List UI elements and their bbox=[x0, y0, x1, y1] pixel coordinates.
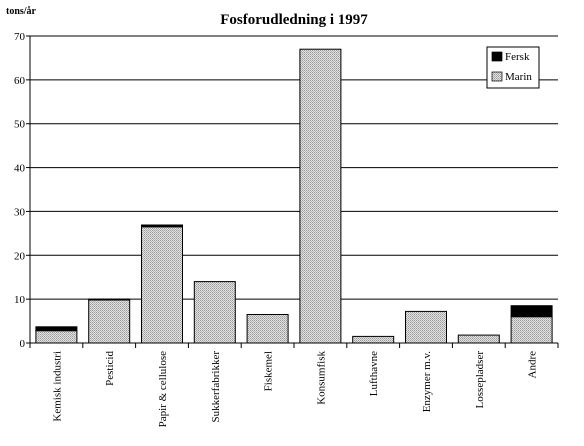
axes bbox=[26, 35, 559, 348]
chart-title: Fosforudledning i 1997 bbox=[220, 12, 368, 28]
x-category-label: Enzymer m.v. bbox=[421, 351, 433, 413]
bar-fersk bbox=[510, 305, 553, 318]
bar-marin bbox=[141, 226, 183, 344]
bar-marin bbox=[457, 334, 500, 344]
y-tick-label: 50 bbox=[14, 119, 26, 131]
bar-marin bbox=[35, 330, 78, 344]
bar-marin bbox=[405, 310, 447, 344]
bar-marin bbox=[299, 48, 342, 344]
legend-label-marin: Marin bbox=[505, 71, 532, 83]
y-unit-label: tons/år bbox=[6, 6, 37, 17]
legend: Fersk Marin bbox=[486, 46, 540, 89]
bar-marin bbox=[246, 314, 289, 344]
y-tick-label: 30 bbox=[14, 206, 26, 218]
y-tick-labels: 0 10 20 30 40 50 60 70 bbox=[14, 31, 26, 350]
x-category-label: Kemisk industri bbox=[51, 351, 63, 422]
bar-marin bbox=[352, 335, 395, 344]
y-tick-label: 70 bbox=[14, 31, 26, 43]
y-tick-label: 10 bbox=[14, 294, 26, 306]
bar-fersk bbox=[88, 298, 131, 301]
x-category-label: Konsumfisk bbox=[315, 351, 327, 405]
bars bbox=[35, 48, 553, 344]
x-category-label: Lufthavne bbox=[368, 351, 380, 396]
legend-swatch-marin bbox=[491, 71, 503, 82]
legend-label-fersk: Fersk bbox=[505, 51, 530, 63]
y-tick-label: 20 bbox=[14, 250, 26, 262]
x-category-label: Andre bbox=[527, 351, 539, 379]
y-tick-label: 0 bbox=[20, 338, 26, 350]
legend-swatch-fersk bbox=[491, 51, 503, 62]
gridlines bbox=[30, 35, 558, 300]
y-tick-label: 60 bbox=[14, 75, 26, 87]
x-category-label: Fiskemel bbox=[263, 351, 275, 391]
bar-marin bbox=[193, 281, 236, 344]
x-category-label: Sukkerfabrikker bbox=[210, 351, 222, 423]
x-category-labels: Kemisk industri Pesticid Papir & cellulose… bbox=[51, 351, 538, 428]
y-tick-label: 40 bbox=[14, 163, 26, 175]
x-category-label: Lossepladser bbox=[474, 351, 486, 409]
bar-marin bbox=[510, 316, 553, 344]
bar-fersk bbox=[35, 326, 78, 332]
x-category-label: Pesticid bbox=[104, 351, 116, 386]
bar-marin bbox=[88, 299, 131, 344]
bar-fersk bbox=[141, 224, 183, 228]
x-category-label: Papir & cellulose bbox=[157, 351, 169, 427]
